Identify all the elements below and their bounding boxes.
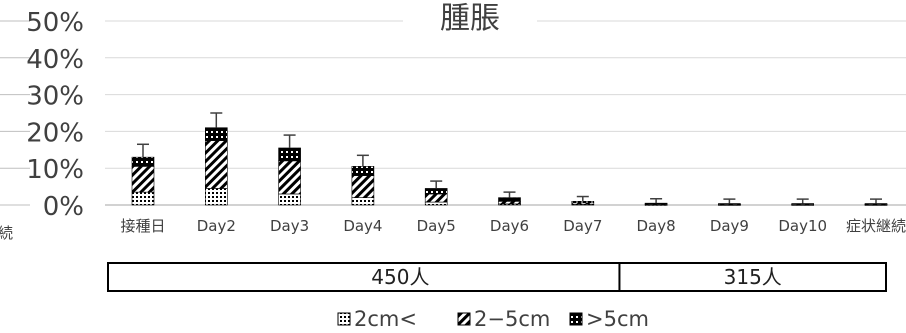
ytick-label: 50% <box>26 8 84 38</box>
legend-swatch <box>337 312 351 326</box>
bar-segment <box>205 127 228 141</box>
bar-segment <box>498 201 521 205</box>
title-background <box>403 0 537 40</box>
legend-label: 2cm< <box>354 307 417 331</box>
bar-segment <box>864 203 888 205</box>
bar-segment <box>498 197 521 202</box>
xtick-label: Day9 <box>710 217 749 235</box>
legend-swatch <box>569 312 583 326</box>
y-axis-ticks: 0% 10% 20% 30% 40% 50% <box>26 8 84 222</box>
xtick-label: 接種日 <box>120 217 165 235</box>
sample-size-box <box>107 262 887 292</box>
bar-segment <box>278 193 301 206</box>
sample-size-table: 450人 315人 <box>107 262 887 292</box>
bar-segment <box>351 197 375 206</box>
bar-segment <box>791 203 815 205</box>
legend-label: >5cm <box>586 307 649 331</box>
sample-size-label: 450人 <box>371 265 429 289</box>
bar-segment <box>205 188 228 206</box>
xtick-label: Day4 <box>343 217 382 235</box>
bar-segment <box>424 201 448 206</box>
left-edge-label: 続 <box>0 224 13 242</box>
bar-segment <box>424 193 448 203</box>
xtick-label: Day8 <box>637 217 676 235</box>
legend-label: 2−5cm <box>474 307 550 331</box>
bar-segment <box>351 175 375 198</box>
xtick-label: Day10 <box>778 217 827 235</box>
bar-segment <box>131 191 155 206</box>
bar-segment <box>644 202 668 205</box>
bar-segment <box>131 156 155 167</box>
sample-size-label: 315人 <box>724 265 782 289</box>
bar-segment <box>718 203 741 205</box>
xtick-label: Day7 <box>563 217 602 235</box>
xtick-label: Day2 <box>197 217 236 235</box>
ytick-label: 10% <box>26 155 84 185</box>
ytick-label: 30% <box>26 82 84 112</box>
xtick-label: Day5 <box>417 217 456 235</box>
bars <box>131 112 888 206</box>
chart-title: 腫脹 <box>440 1 500 36</box>
ytick-label: 0% <box>43 192 84 222</box>
xtick-label: 症状継続 <box>846 217 906 235</box>
x-axis-ticks: 接種日 Day2 Day3 Day4 Day5 Day6 Day7 Day8 Day9 Day10… <box>120 217 906 235</box>
xtick-label: Day6 <box>490 217 529 235</box>
ytick-label: 20% <box>26 118 84 148</box>
bar-segment <box>571 201 595 204</box>
legend: 2cm< 2−5cm >5cm <box>337 307 649 331</box>
bar-segment <box>424 188 448 195</box>
xtick-label: Day3 <box>270 217 309 235</box>
bar-segment <box>131 166 155 193</box>
bar-segment <box>351 166 375 176</box>
bar-segment <box>205 140 228 189</box>
bar-segment <box>278 147 301 162</box>
ytick-label: 40% <box>26 45 84 75</box>
legend-swatch <box>457 312 471 326</box>
bar-segment <box>278 160 301 195</box>
